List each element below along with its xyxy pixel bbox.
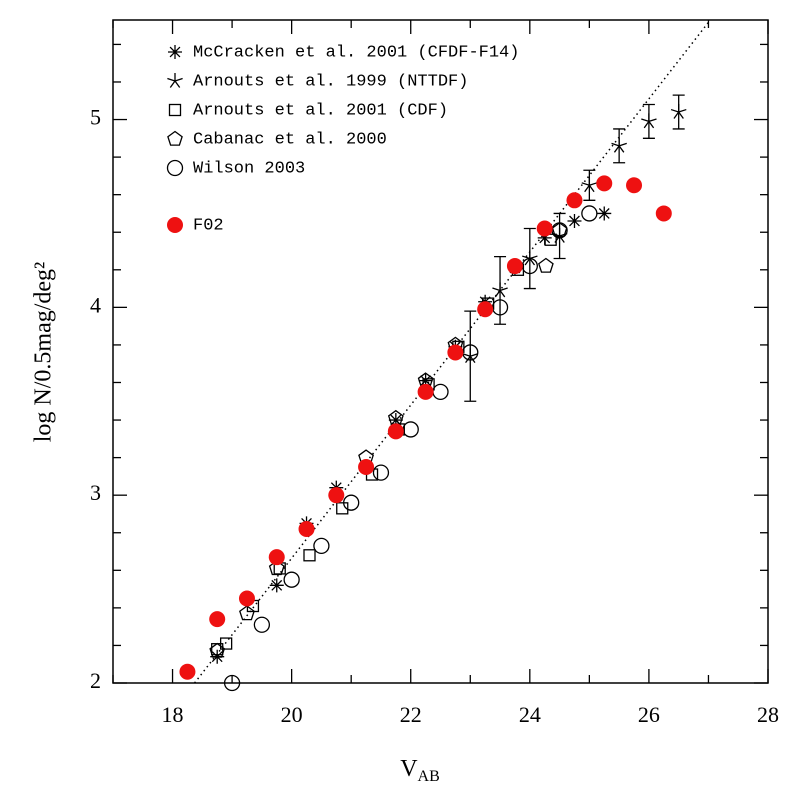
legend-label: Arnouts et al. 2001 (CDF) bbox=[193, 101, 448, 120]
y-tick-label: 3 bbox=[90, 480, 101, 505]
point bbox=[269, 578, 284, 593]
point bbox=[328, 487, 345, 504]
x-tick-label: 20 bbox=[281, 702, 303, 727]
point bbox=[336, 502, 349, 515]
point bbox=[239, 605, 255, 621]
point bbox=[417, 383, 434, 400]
x-tick-label: 24 bbox=[519, 702, 541, 727]
point bbox=[596, 175, 613, 192]
x-tick-label: 22 bbox=[400, 702, 422, 727]
point bbox=[387, 423, 404, 440]
y-tick-label: 4 bbox=[90, 292, 101, 317]
point bbox=[551, 222, 568, 238]
plot-frame bbox=[112, 19, 769, 684]
point bbox=[641, 113, 657, 129]
x-tick-label: 18 bbox=[162, 702, 184, 727]
x-axis-label: VAB bbox=[400, 756, 440, 785]
point bbox=[219, 637, 233, 650]
y-tick-label: 2 bbox=[90, 668, 101, 693]
point bbox=[544, 233, 557, 246]
point bbox=[522, 250, 538, 266]
legend-label: F02 bbox=[193, 216, 224, 235]
y-axis-label: log N/0.5mag/deg² bbox=[31, 262, 57, 443]
point bbox=[303, 549, 316, 562]
point bbox=[179, 663, 196, 680]
point bbox=[477, 301, 494, 318]
point bbox=[402, 421, 419, 438]
point bbox=[238, 590, 255, 607]
point bbox=[611, 137, 627, 153]
x-tick-label: 26 bbox=[638, 702, 660, 727]
point bbox=[567, 213, 582, 228]
point bbox=[538, 257, 554, 273]
x-axis-label-main: V bbox=[400, 756, 418, 782]
point bbox=[551, 227, 568, 243]
point bbox=[209, 642, 226, 658]
x-tick-label: 28 bbox=[757, 702, 779, 727]
point bbox=[626, 177, 643, 194]
legend-label: Cabanac et al. 2000 bbox=[193, 130, 387, 149]
legend-marker bbox=[167, 217, 183, 233]
point bbox=[372, 464, 390, 481]
legend-marker bbox=[168, 103, 182, 117]
point bbox=[358, 459, 375, 476]
x-axis-label-sub: AB bbox=[418, 768, 440, 785]
legend-label: Arnouts et al. 1999 (NTTDF) bbox=[193, 72, 468, 91]
point bbox=[223, 674, 241, 692]
point bbox=[581, 205, 598, 222]
legend-marker bbox=[166, 159, 184, 177]
point bbox=[566, 192, 583, 209]
point bbox=[313, 537, 330, 555]
point bbox=[343, 494, 360, 511]
point bbox=[655, 205, 672, 222]
legend-marker bbox=[167, 73, 183, 88]
legend-marker bbox=[167, 130, 183, 146]
point bbox=[581, 177, 598, 193]
legend-marker bbox=[168, 45, 182, 59]
point bbox=[597, 206, 612, 221]
point bbox=[253, 616, 271, 633]
point bbox=[432, 383, 449, 401]
point bbox=[506, 258, 523, 275]
point bbox=[536, 220, 553, 237]
legend-label: McCracken et al. 2001 (CFDF-F14) bbox=[193, 43, 519, 62]
legend-label: Wilson 2003 bbox=[193, 159, 305, 178]
point bbox=[670, 104, 687, 119]
point bbox=[298, 520, 315, 537]
point bbox=[268, 560, 285, 576]
y-tick-label: 5 bbox=[90, 105, 101, 130]
point bbox=[492, 282, 508, 298]
point bbox=[447, 344, 464, 361]
point bbox=[268, 549, 285, 566]
point bbox=[283, 571, 300, 588]
point bbox=[209, 611, 226, 628]
